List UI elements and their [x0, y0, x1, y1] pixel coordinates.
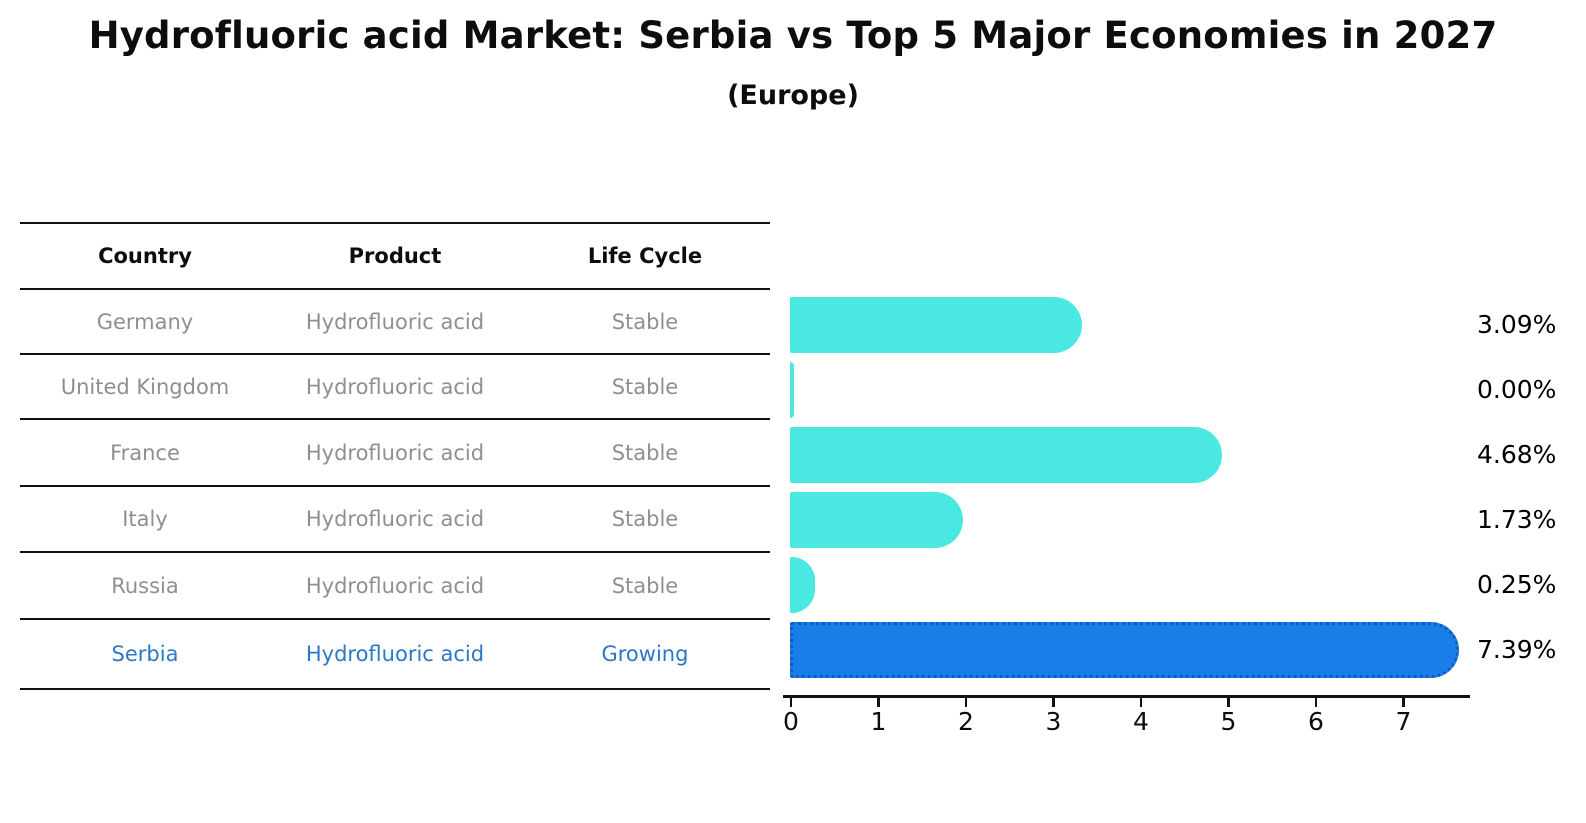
x-axis-tick-7 [1402, 697, 1405, 707]
chart-subtitle: (Europe) [727, 80, 859, 111]
x-axis-tick-4 [1139, 697, 1143, 707]
table-row-serbia: Serbia Hydrofluoric acid Growing [20, 620, 770, 690]
x-axis-tick-label-6: 6 [1308, 707, 1324, 736]
value-label-germany: 3.09% [1477, 310, 1557, 339]
value-label-serbia: 7.39% [1477, 635, 1557, 664]
country-cell-italy: Italy [122, 507, 168, 531]
bar-italy [790, 492, 964, 548]
table-header-life-cycle: Life Cycle [587, 244, 703, 268]
product-cell-germany: Hydrofluoric acid [305, 309, 485, 334]
country-cell-serbia: Serbia [111, 642, 179, 666]
x-axis-tick-label-4: 4 [1133, 707, 1149, 736]
table-header-product: Product [348, 244, 442, 268]
x-axis-tick-5 [1227, 697, 1230, 707]
value-label-italy: 1.73% [1477, 505, 1557, 534]
value-label-united-kingdom: 0.00% [1477, 375, 1557, 404]
bar-united-kingdom [790, 362, 794, 418]
product-cell-italy: Hydrofluoric acid [305, 507, 485, 531]
product-cell-united-kingdom: Hydrofluoric acid [305, 374, 485, 399]
table-row-france: France Hydrofluoric acid Stable [20, 420, 770, 487]
table-header-country: Country [98, 244, 192, 268]
life-cycle-cell-serbia: Growing [601, 642, 689, 666]
country-cell-united-kingdom: United Kingdom [60, 374, 230, 399]
x-axis-tick-label-5: 5 [1220, 707, 1237, 736]
table-row-united-kingdom: United Kingdom Hydrofluoric acid Stable [20, 355, 770, 420]
table-row-italy: Italy Hydrofluoric acid Stable [20, 487, 770, 553]
x-axis-tick-2 [964, 697, 968, 707]
life-cycle-cell-russia: Stable [611, 573, 679, 598]
value-label-russia: 0.25% [1477, 570, 1557, 599]
x-axis-tick-label-0: 0 [783, 707, 799, 736]
x-axis-tick-1 [877, 697, 880, 707]
life-cycle-cell-germany: Stable [611, 309, 679, 334]
table-row-germany: Germany Hydrofluoric acid Stable [20, 290, 770, 355]
x-axis-tick-0 [789, 697, 793, 707]
bar-france [790, 427, 1222, 483]
x-axis-tick-3 [1052, 697, 1055, 707]
bar-serbia [790, 622, 1459, 678]
product-cell-france: Hydrofluoric acid [305, 440, 485, 465]
x-axis-tick-6 [1314, 697, 1318, 707]
bar-russia [790, 557, 815, 613]
x-axis-line [783, 695, 1470, 698]
x-axis-tick-label-2: 2 [958, 707, 974, 736]
value-label-france: 4.68% [1477, 440, 1557, 469]
life-cycle-cell-italy: Stable [611, 507, 679, 531]
country-cell-france: France [110, 440, 180, 465]
table-row-russia: Russia Hydrofluoric acid Stable [20, 553, 770, 620]
product-cell-russia: Hydrofluoric acid [305, 573, 485, 598]
country-cell-russia: Russia [111, 573, 179, 598]
table-header-row: Country Product Life Cycle [20, 222, 770, 290]
life-cycle-cell-united-kingdom: Stable [611, 374, 679, 399]
comparison-table: Country Product Life Cycle Germany Hydrof… [20, 222, 770, 690]
x-axis-tick-label-7: 7 [1395, 707, 1412, 736]
country-cell-germany: Germany [96, 309, 194, 334]
x-axis-tick-label-3: 3 [1045, 707, 1062, 736]
product-cell-serbia: Hydrofluoric acid [305, 642, 485, 666]
x-axis-tick-label-1: 1 [870, 707, 887, 736]
bar-germany [790, 297, 1083, 353]
life-cycle-cell-france: Stable [611, 440, 679, 465]
chart-title: Hydrofluoric acid Market: Serbia vs Top … [88, 14, 1498, 57]
table-body: Germany Hydrofluoric acid Stable United Kin… [20, 290, 770, 690]
